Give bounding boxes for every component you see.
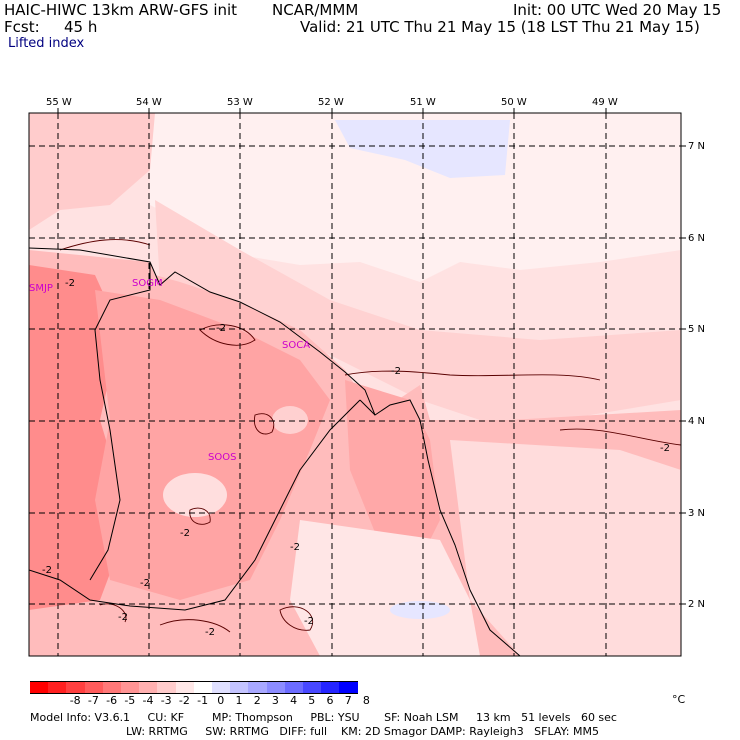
colorbar-tick-label: -5 bbox=[124, 694, 136, 707]
contour-label: -2 bbox=[216, 323, 226, 334]
model-info-line-2: LW: RRTMG SW: RRTMG DIFF: full KM: 2D Sm… bbox=[126, 725, 599, 738]
colorbar-tick-label: -1 bbox=[197, 694, 209, 707]
colorbar-tick-label: -8 bbox=[69, 694, 81, 707]
colorbar-tick-label: -7 bbox=[87, 694, 99, 707]
contour-label: -2 bbox=[290, 542, 300, 553]
contour-label: -2 bbox=[391, 366, 401, 377]
contour-label: -2 bbox=[180, 528, 190, 539]
colorbar-swatch bbox=[102, 681, 122, 694]
colorbar-swatch bbox=[266, 681, 286, 694]
forecast-hour: 45 h bbox=[64, 18, 98, 36]
colorbar-swatch bbox=[175, 681, 195, 694]
lat-label: 5 N bbox=[688, 324, 706, 335]
station-label: SOOS bbox=[208, 452, 237, 463]
border-line bbox=[359, 399, 376, 416]
lat-label: 4 N bbox=[688, 416, 706, 427]
forecast-label: Fcst: bbox=[4, 18, 40, 36]
colorbar-swatch bbox=[284, 681, 304, 694]
contour-line bbox=[254, 413, 275, 435]
colorbar-swatch bbox=[321, 681, 340, 694]
contour-label: -2 bbox=[42, 565, 52, 576]
colorbar-tick-label: 4 bbox=[290, 694, 298, 707]
field-light-spot bbox=[272, 406, 308, 434]
contour-line bbox=[199, 324, 256, 346]
colorbar-swatch bbox=[139, 681, 158, 694]
field-light-southeast bbox=[450, 440, 681, 656]
colorbar-swatch bbox=[212, 681, 231, 694]
lat-label: 2 N bbox=[688, 599, 706, 610]
colorbar-tick-label: 7 bbox=[344, 694, 352, 707]
contour-label: -2 bbox=[118, 612, 128, 623]
contour-line bbox=[159, 619, 231, 633]
contour-line bbox=[559, 428, 681, 446]
colorbar-tick-label: 1 bbox=[235, 694, 243, 707]
lon-label: 52 W bbox=[318, 97, 344, 108]
contour-label: -2 bbox=[205, 627, 215, 638]
colorbar-tick-label: 2 bbox=[253, 694, 261, 707]
lat-label: 6 N bbox=[688, 233, 706, 244]
colorbar-tick-label: 5 bbox=[308, 694, 316, 707]
colorbar-tick-label: -4 bbox=[142, 694, 154, 707]
colorbar-swatch bbox=[339, 681, 359, 694]
contour-label: -2 bbox=[660, 443, 670, 454]
coastline bbox=[29, 247, 521, 656]
colorbar-unit: °C bbox=[672, 693, 686, 706]
field-positive-spot bbox=[390, 601, 450, 619]
contour-line bbox=[189, 507, 211, 525]
contour-line bbox=[279, 606, 314, 631]
colorbar-swatch bbox=[30, 681, 49, 694]
colorbar-swatch bbox=[230, 681, 249, 694]
lat-label: 3 N bbox=[688, 508, 706, 519]
valid-time: Valid: 21 UTC Thu 21 May 15 (18 LST Thu … bbox=[300, 18, 700, 36]
station-label: SMJP bbox=[29, 283, 53, 294]
colorbar-swatch bbox=[66, 681, 86, 694]
colorbar-swatch bbox=[84, 681, 104, 694]
colorbar-swatch bbox=[303, 681, 322, 694]
field-light-central bbox=[155, 200, 681, 420]
colorbar-swatch bbox=[193, 681, 213, 694]
colorbar-tick-label: 0 bbox=[217, 694, 225, 707]
field-light-spot bbox=[163, 473, 227, 517]
model-title: HAIC-HIWC 13km ARW-GFS init bbox=[4, 1, 238, 19]
colorbar-tick-label: 6 bbox=[326, 694, 334, 707]
lon-label: 54 W bbox=[136, 97, 162, 108]
colorbar-tick-label: -3 bbox=[160, 694, 172, 707]
contour-label: -2 bbox=[65, 278, 75, 289]
lon-label: 53 W bbox=[227, 97, 253, 108]
station-label: SOGM bbox=[132, 278, 163, 289]
lon-label: 55 W bbox=[46, 97, 72, 108]
lon-label: 51 W bbox=[410, 97, 436, 108]
lat-label: 7 N bbox=[688, 141, 706, 152]
org-label: NCAR/MMM bbox=[272, 1, 359, 19]
field-name: Lifted index bbox=[8, 36, 85, 51]
contour-label: -2 bbox=[140, 578, 150, 589]
contour-line bbox=[344, 370, 601, 381]
model-info-line-1: Model Info: V3.6.1 CU: KF MP: Thompson P… bbox=[30, 711, 617, 724]
field-moderate-east bbox=[345, 380, 440, 560]
colorbar-tick-label: -2 bbox=[178, 694, 190, 707]
colorbar-swatch bbox=[157, 681, 177, 694]
field-pale-south bbox=[290, 520, 480, 656]
colorbar-swatch bbox=[121, 681, 140, 694]
colorbar-swatch bbox=[248, 681, 268, 694]
colorbar-tick-label: 8 bbox=[362, 694, 370, 707]
colorbar-tick-label: -6 bbox=[106, 694, 118, 707]
colorbar-tick-label: 3 bbox=[271, 694, 279, 707]
colorbar-swatch bbox=[48, 681, 67, 694]
lon-label: 49 W bbox=[592, 97, 618, 108]
map-frame bbox=[28, 112, 682, 657]
init-time: Init: 00 UTC Wed 20 May 15 bbox=[513, 1, 722, 19]
border-line bbox=[89, 262, 151, 581]
lon-label: 50 W bbox=[501, 97, 527, 108]
station-label: SOCA bbox=[282, 340, 311, 351]
field-moderate-inland bbox=[95, 290, 330, 600]
border-line bbox=[29, 399, 361, 611]
contour-label: -2 bbox=[304, 616, 314, 627]
contour-line bbox=[59, 239, 151, 251]
field-neutral-north bbox=[150, 113, 681, 282]
field-light-nw bbox=[29, 113, 155, 230]
